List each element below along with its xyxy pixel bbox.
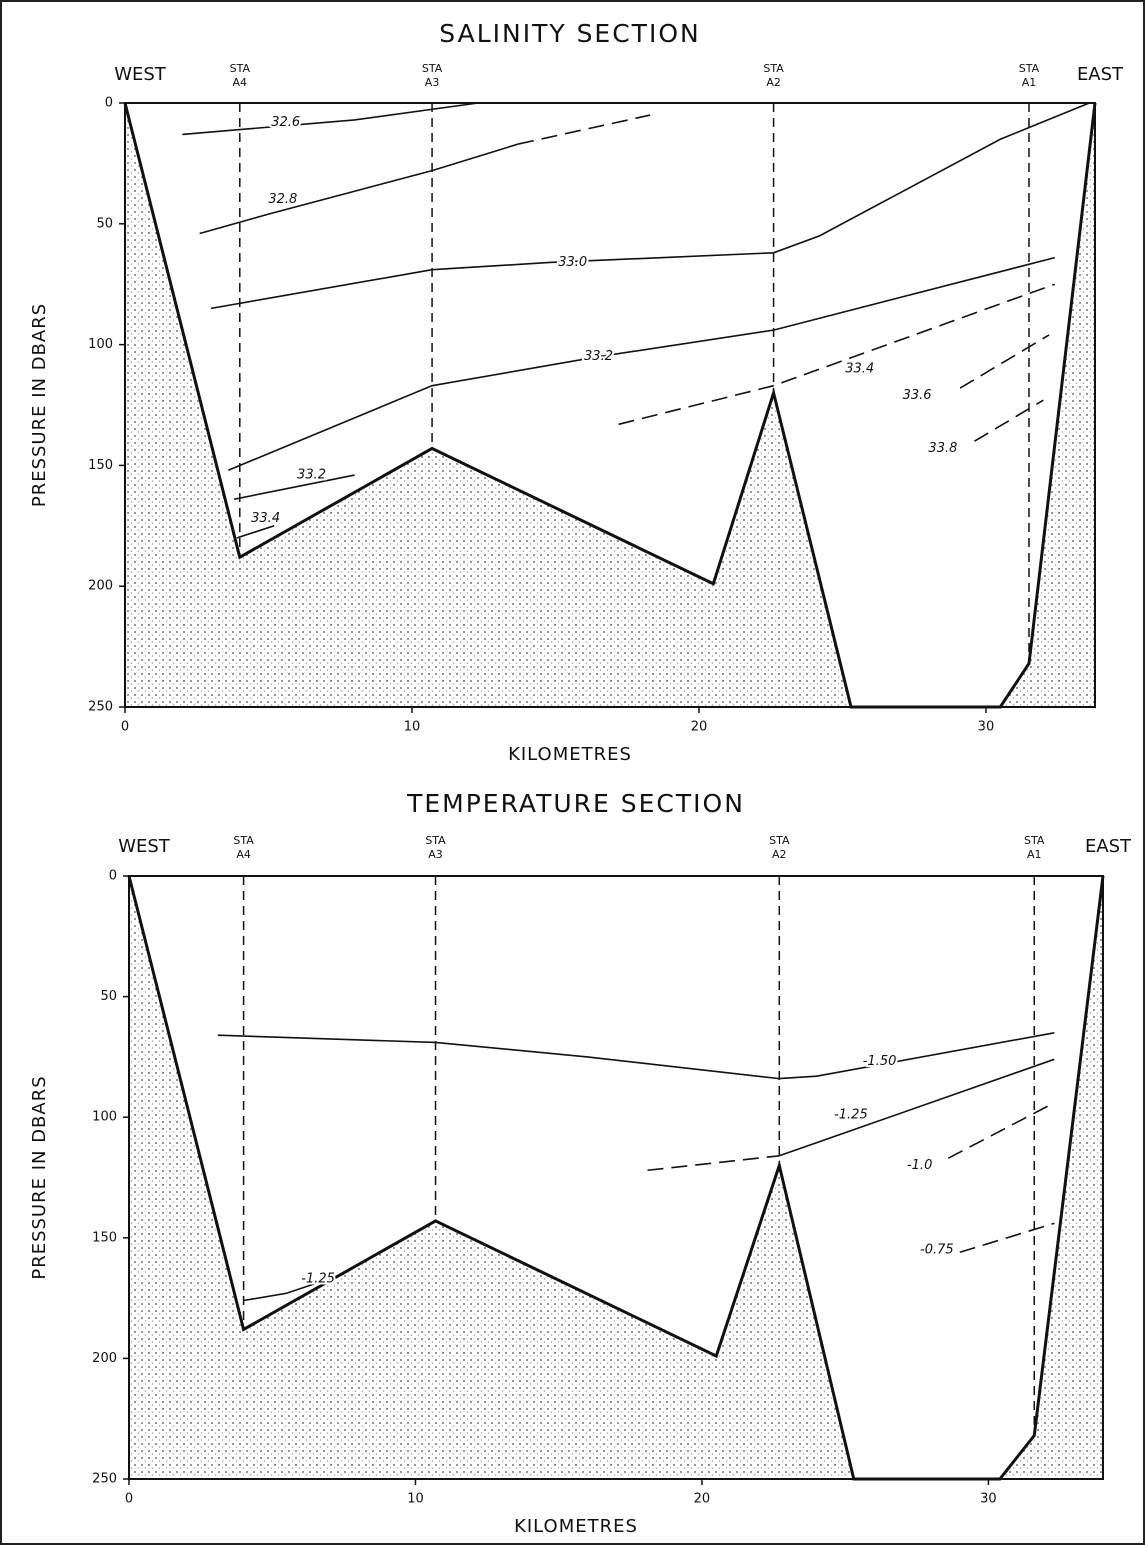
station-name: A1: [1022, 76, 1037, 89]
contour-label: 33.2: [584, 349, 613, 364]
x-tick-label: 30: [980, 1492, 997, 1507]
contour-label: 33.2: [297, 468, 326, 483]
station-label: STA: [425, 834, 446, 847]
chart-title: SALINITY SECTION: [439, 19, 700, 48]
contour-line: [243, 1273, 345, 1302]
y-tick-label: 100: [88, 337, 113, 352]
chart-title: TEMPERATURE SECTION: [406, 789, 745, 818]
station-label: STA: [769, 834, 790, 847]
contour-line: [217, 1031, 1055, 1080]
station-name: A2: [766, 76, 781, 89]
x-tick-label: 10: [404, 720, 421, 735]
y-tick-label: 50: [100, 989, 117, 1004]
station-label: STA: [1019, 62, 1040, 75]
y-tick-label: 150: [92, 1230, 117, 1245]
contour-line: [236, 525, 275, 539]
contour-line: [647, 1154, 780, 1172]
x-tick-label: 10: [407, 1492, 424, 1507]
contour-label: 33.4: [251, 511, 280, 526]
contour-line: [517, 114, 651, 145]
contour-label: 32.8: [268, 192, 297, 207]
y-tick-label: 0: [105, 96, 113, 111]
x-tick-label: 20: [691, 720, 708, 735]
x-axis-label: KILOMETRES: [514, 1516, 638, 1537]
contour-label: -1.25: [834, 1107, 868, 1122]
contour-line: [182, 102, 479, 136]
east-label: EAST: [1085, 836, 1132, 857]
station-label: STA: [422, 62, 443, 75]
west-label: WEST: [114, 64, 167, 85]
station-name: A4: [233, 76, 248, 89]
y-axis-label: PRESSURE IN DBARS: [29, 303, 50, 507]
seabed-shading: [125, 103, 1095, 707]
y-tick-label: 50: [96, 216, 113, 231]
y-tick-label: 250: [92, 1472, 117, 1487]
x-tick-label: 20: [694, 1492, 711, 1507]
x-tick-label: 0: [125, 1492, 133, 1507]
east-label: EAST: [1077, 64, 1124, 85]
y-tick-label: 250: [88, 700, 113, 715]
contour-label: -1.25: [301, 1271, 335, 1286]
station-label: STA: [763, 62, 784, 75]
contour-label: 33.8: [928, 441, 957, 456]
contour-line: [959, 1222, 1055, 1254]
contour-line: [233, 474, 355, 501]
contour-label: -1.0: [907, 1158, 932, 1173]
y-tick-label: 100: [92, 1110, 117, 1125]
contour-label: 33.4: [845, 361, 874, 376]
station-label: STA: [233, 834, 254, 847]
station-name: A3: [428, 848, 443, 861]
x-axis-label: KILOMETRES: [508, 744, 632, 765]
y-tick-label: 150: [88, 458, 113, 473]
y-tick-label: 0: [109, 869, 117, 884]
seabed-shading: [129, 876, 1103, 1479]
contour-line: [228, 256, 1056, 471]
station-name: A2: [772, 848, 787, 861]
plot-frame: [124, 102, 1096, 708]
contour-line: [947, 1102, 1055, 1159]
contour-label: -0.75: [920, 1242, 954, 1257]
station-name: A1: [1027, 848, 1042, 861]
contour-label: -1.50: [863, 1054, 897, 1069]
plot-frame: [128, 875, 1104, 1480]
station-name: A4: [236, 848, 251, 861]
contour-label: 33.0: [558, 255, 587, 270]
contour-line: [210, 102, 1090, 310]
contour-line: [959, 334, 1050, 389]
y-tick-label: 200: [88, 579, 113, 594]
contour-line: [779, 1058, 1055, 1157]
x-tick-label: 0: [121, 720, 129, 735]
y-axis-label: PRESSURE IN DBARS: [29, 1075, 50, 1279]
station-name: A3: [425, 76, 440, 89]
contour-label: 33.6: [903, 388, 932, 403]
y-tick-label: 200: [92, 1351, 117, 1366]
station-label: STA: [1024, 834, 1045, 847]
contour-label: 32.6: [271, 115, 300, 130]
contour-line: [974, 399, 1044, 442]
west-label: WEST: [118, 836, 171, 857]
contour-line: [618, 283, 1056, 426]
x-tick-label: 30: [978, 720, 995, 735]
contour-line: [199, 143, 519, 235]
station-label: STA: [230, 62, 251, 75]
